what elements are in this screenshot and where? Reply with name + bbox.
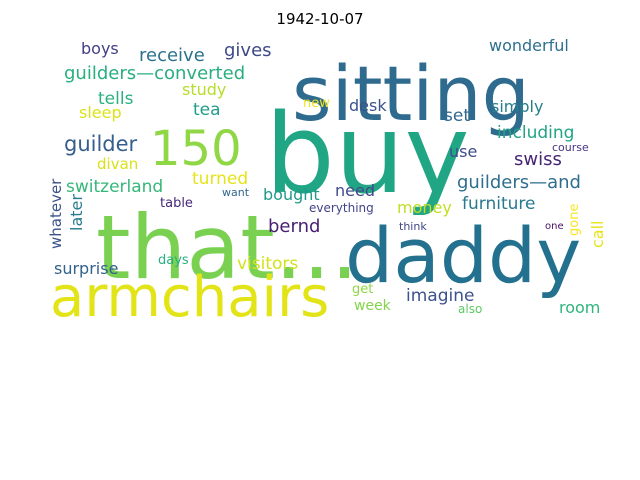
- cloud-word: furniture: [462, 194, 535, 214]
- cloud-word: later: [67, 194, 86, 231]
- cloud-word: tells: [98, 89, 134, 109]
- cloud-word: that...: [96, 196, 359, 299]
- cloud-word: study: [182, 80, 226, 99]
- cloud-word: everything: [309, 201, 374, 215]
- cloud-word: get: [352, 282, 373, 297]
- cloud-word: gives: [224, 40, 272, 61]
- cloud-word: sitting: [292, 49, 530, 138]
- cloud-word: set: [444, 106, 470, 126]
- cloud-word: wonderful: [489, 36, 569, 55]
- cloud-word: want: [222, 186, 250, 199]
- cloud-word: boys: [81, 39, 119, 58]
- cloud-word: guilder: [64, 132, 138, 156]
- cloud-word: need: [335, 181, 375, 200]
- cloud-word: sleep: [79, 103, 122, 122]
- cloud-word: tea: [193, 100, 221, 120]
- cloud-word: armchairs: [50, 265, 329, 330]
- cloud-word: bought: [263, 185, 320, 204]
- cloud-word: swiss: [514, 149, 562, 170]
- cloud-word: imagine: [406, 286, 474, 306]
- cloud-word: guilders—converted: [64, 63, 245, 84]
- cloud-word: divan: [97, 155, 138, 173]
- cloud-word: week: [354, 298, 392, 314]
- cloud-word: 150: [150, 121, 242, 177]
- cloud-word: one: [545, 221, 564, 232]
- cloud-word: receive: [139, 45, 205, 66]
- cloud-word: bernd: [268, 216, 320, 237]
- cloud-word: desk: [349, 96, 387, 115]
- cloud-word: room: [559, 298, 600, 317]
- cloud-word: daddy: [345, 211, 581, 300]
- cloud-word: gone: [567, 204, 582, 236]
- cloud-word: days: [158, 253, 189, 268]
- cloud-word: buy: [265, 90, 470, 218]
- cloud-word: use: [449, 142, 477, 161]
- cloud-word: surprise: [54, 259, 118, 278]
- cloud-word: visitors: [237, 254, 298, 274]
- cloud-word: also: [458, 302, 482, 316]
- cloud-word: think: [399, 220, 427, 233]
- cloud-word: call: [588, 221, 607, 249]
- cloud-word: switzerland: [66, 177, 163, 197]
- cloud-word: guilders—and: [457, 172, 581, 193]
- cloud-word: new: [303, 96, 330, 111]
- cloud-word: including: [497, 123, 574, 143]
- cloud-word: simply: [491, 97, 543, 116]
- cloud-word: table: [160, 196, 193, 211]
- cloud-word: money: [397, 198, 452, 217]
- chart-title: 1942-10-07: [276, 10, 364, 28]
- cloud-word: turned: [192, 169, 248, 189]
- cloud-word: course: [552, 141, 589, 154]
- cloud-word: whatever: [47, 178, 65, 249]
